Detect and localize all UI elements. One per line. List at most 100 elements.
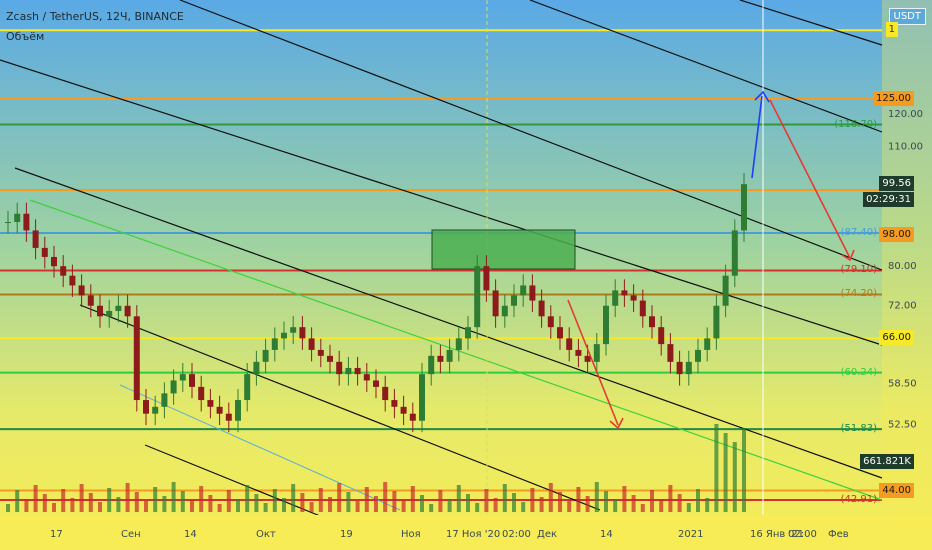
price-tag-label[interactable]: (51.83): [840, 423, 877, 435]
volume-bar: [107, 488, 112, 512]
candle-body: [133, 316, 140, 401]
candle-body: [566, 338, 573, 350]
price-tag-label[interactable]: (87.40): [840, 226, 877, 238]
volume-bar: [456, 485, 461, 512]
price-tag-label[interactable]: 02:29:31: [863, 191, 914, 207]
blue-arrow-head: [754, 90, 770, 103]
channel-line-lower: [14, 167, 883, 479]
candle-body: [336, 361, 343, 375]
volume-bar: [438, 490, 443, 512]
volume-bar: [15, 490, 20, 512]
volume-bar: [153, 487, 158, 512]
volume-bar: [217, 504, 222, 512]
candle-body: [143, 400, 149, 414]
volume-bar: [364, 487, 369, 512]
candle-body: [446, 349, 453, 362]
volume-bar: [374, 496, 378, 512]
supply-zone-box[interactable]: [431, 229, 576, 270]
price-axis-ticks: 120.00 110.00 80.00 72.00 58.50 52.50: [888, 109, 923, 430]
candle-body: [345, 367, 352, 375]
volume-bar: [282, 498, 286, 512]
volume-bar: [420, 495, 424, 512]
candle-body: [299, 327, 306, 339]
channel-line-top: [529, 0, 883, 133]
price-tag-label[interactable]: (42.91): [840, 493, 877, 505]
volume-bar: [567, 501, 572, 512]
volume-bar: [171, 482, 176, 512]
volume-bar: [576, 487, 581, 512]
candle-body: [428, 355, 435, 375]
time-tick-label: 16 Янв '21: [750, 529, 804, 540]
candle-body: [281, 332, 287, 339]
volume-bar: [42, 494, 47, 512]
time-axis-panel[interactable]: [0, 515, 932, 550]
green-trend-line: [29, 199, 883, 501]
price-tick-label: 52.50: [888, 419, 917, 430]
candle-body: [363, 374, 370, 381]
price-tag-label[interactable]: 1: [885, 22, 898, 38]
candle-body: [492, 290, 499, 317]
candle-body: [271, 338, 278, 350]
symbol-title[interactable]: Zcash / TetherUS, 12Ч, BINANCE: [6, 10, 184, 23]
volume-bar: [355, 501, 360, 512]
volume-bar: [650, 490, 654, 512]
candle-body: [354, 367, 361, 375]
price-tag-label[interactable]: 661.821K: [860, 453, 914, 469]
candle-body: [161, 393, 168, 407]
volume-bar: [190, 500, 194, 512]
volume-indicator-label[interactable]: Объём: [6, 30, 45, 43]
candle-body: [115, 305, 122, 311]
volume-bar: [88, 493, 93, 512]
volume-bar: [539, 497, 544, 512]
volume-bar: [346, 492, 351, 512]
volume-bar: [300, 493, 305, 512]
price-tag-label[interactable]: 125.00: [873, 90, 914, 106]
price-tag-label[interactable]: (74.20): [840, 288, 877, 300]
price-tick-label: 72.00: [888, 301, 917, 312]
candle-body: [704, 338, 711, 350]
candle-body: [658, 327, 665, 345]
candle-body: [400, 406, 407, 414]
price-tag-label[interactable]: 44.00: [879, 482, 914, 498]
candle-body: [465, 327, 471, 339]
price-tag-label[interactable]: (60.24): [840, 366, 877, 378]
volume-bar: [686, 503, 691, 512]
candle-body: [189, 374, 195, 387]
volume-bar: [705, 498, 710, 512]
candle-body: [437, 355, 444, 362]
time-tick-label: Фев: [828, 529, 849, 540]
candle-body: [41, 247, 48, 257]
volume-bar: [640, 504, 645, 512]
price-tick-label: 58.50: [888, 379, 917, 390]
price-tag-label[interactable]: 66.00: [879, 330, 914, 346]
price-tag-label[interactable]: 98.00: [879, 226, 914, 242]
candle-body: [51, 256, 57, 267]
volume-bar: [696, 489, 700, 512]
candle-body: [731, 230, 738, 276]
candle-body: [557, 327, 563, 339]
volume-bar: [318, 488, 323, 512]
volume-bar: [493, 498, 498, 512]
volume-bar: [732, 442, 737, 512]
price-tag-label[interactable]: 99.56: [879, 176, 914, 192]
volume-bar: [272, 489, 277, 512]
candle-body: [538, 300, 545, 317]
time-tick-label: 17: [50, 529, 63, 540]
volume-bar: [392, 491, 397, 512]
candle-body: [14, 213, 21, 222]
currency-badge[interactable]: USDT: [888, 8, 926, 25]
candle-body: [327, 355, 333, 362]
volume-bar: [52, 503, 56, 512]
price-tag-label[interactable]: (79.10): [840, 264, 877, 276]
price-tag-label[interactable]: (116.70): [834, 118, 877, 130]
volume-bar: [484, 489, 489, 512]
volume-bar: [475, 503, 480, 512]
volume-bar: [530, 488, 535, 512]
time-tick-label: 2021: [678, 529, 703, 540]
candle-body: [667, 344, 674, 362]
candle-body: [575, 349, 582, 356]
candle-body: [511, 295, 517, 306]
candle-body: [520, 285, 527, 296]
price-tick-label: 80.00: [888, 261, 917, 272]
